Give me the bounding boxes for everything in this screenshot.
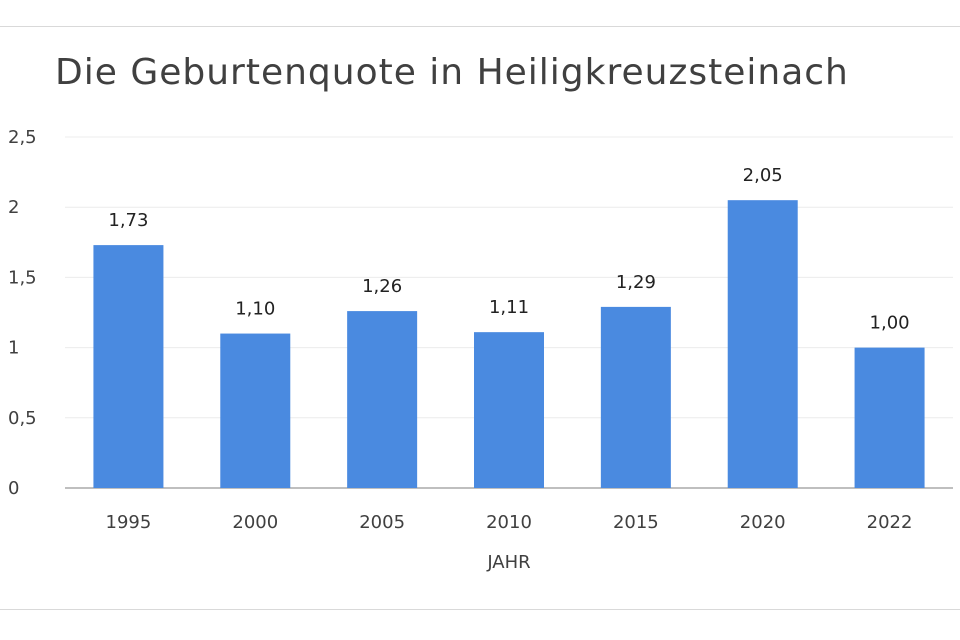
x-tick-label: 1995 (106, 512, 152, 533)
chart-title: Die Geburtenquote in Heiligkreuzsteinach (55, 52, 849, 93)
data-label-2020: 2,05 (743, 165, 783, 186)
data-label-2022: 1,00 (870, 313, 910, 334)
y-tick-label: 2,5 (8, 127, 37, 148)
x-axis-ticks: 1995 2000 2005 2010 2015 2020 2022 (106, 512, 913, 533)
x-tick-label: 2010 (486, 512, 532, 533)
bar-2015 (600, 306, 671, 488)
bar-2010 (474, 332, 544, 488)
y-tick-label: 0 (8, 478, 19, 499)
bar-2022 (854, 347, 925, 488)
x-tick-label: 2005 (359, 512, 405, 533)
y-axis-ticks: 0 0,5 1 1,5 2 2,5 (8, 127, 37, 499)
y-tick-label: 2 (8, 197, 19, 218)
data-label-2005: 1,26 (362, 276, 402, 297)
x-tick-label: 2000 (232, 512, 278, 533)
bars (93, 200, 925, 488)
y-tick-label: 1,5 (8, 267, 37, 288)
bar-2000 (220, 333, 291, 488)
bottom-border (0, 609, 960, 610)
bar-2020 (727, 200, 798, 488)
data-label-2000: 1,10 (235, 299, 275, 320)
bar-2005 (347, 311, 418, 488)
x-tick-label: 2015 (613, 512, 659, 533)
bar-1995 (93, 245, 164, 488)
y-tick-label: 0,5 (8, 408, 37, 429)
x-axis-label: JAHR (486, 552, 530, 573)
y-tick-label: 1 (8, 338, 19, 359)
top-border (0, 26, 960, 27)
data-label-2010: 1,11 (489, 297, 529, 318)
data-labels: 1,73 1,10 1,26 1,11 1,29 2,05 1,00 (108, 165, 909, 333)
x-tick-label: 2020 (740, 512, 786, 533)
data-label-2015: 1,29 (616, 272, 656, 293)
x-tick-label: 2022 (867, 512, 913, 533)
data-label-1995: 1,73 (108, 210, 148, 231)
